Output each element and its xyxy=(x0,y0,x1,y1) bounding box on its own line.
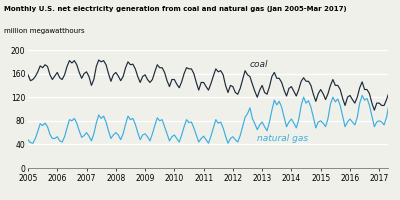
Text: coal: coal xyxy=(249,60,268,69)
Text: natural gas: natural gas xyxy=(256,134,308,143)
Text: million megawatthours: million megawatthours xyxy=(4,28,85,34)
Text: Monthly U.S. net electricity generation from coal and natural gas (Jan 2005-Mar : Monthly U.S. net electricity generation … xyxy=(4,6,347,12)
